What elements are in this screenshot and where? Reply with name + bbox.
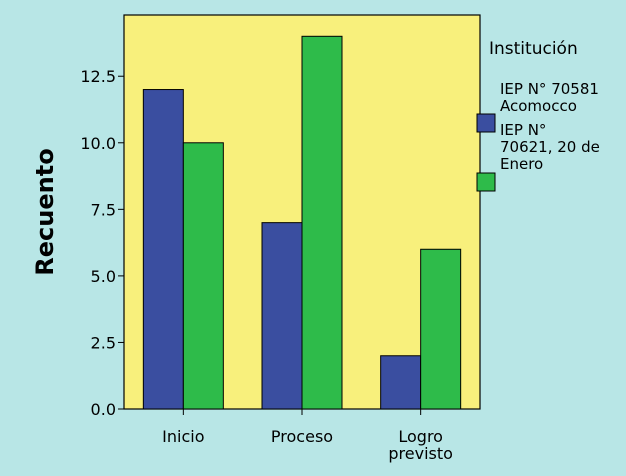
bar <box>380 355 422 410</box>
legend-entry-label: IEP N° 70621, 20 de Enero <box>500 121 600 173</box>
x-tick-label: Inicio <box>162 427 204 446</box>
legend: Institución IEP N° 70581 Acomocco IEP N° 70… <box>476 39 600 192</box>
x-axis: Inicio Proceso Logro previsto <box>162 409 453 463</box>
y-tick-label: 12.5 <box>80 67 116 86</box>
bar <box>261 222 303 410</box>
y-axis: 0.0 2.5 5.0 7.5 10.0 12.5 <box>80 67 124 419</box>
legend-entry-label: IEP N° 70581 Acomocco <box>500 80 599 115</box>
x-tick-label: Proceso <box>271 427 333 446</box>
y-axis-label: Recuento <box>31 148 59 275</box>
legend-title: Institución <box>489 39 578 59</box>
y-tick-label: 10.0 <box>80 134 116 153</box>
bar <box>301 35 343 410</box>
bars <box>142 35 462 410</box>
bar <box>182 142 224 410</box>
x-tick-label: Logro previsto <box>388 427 453 463</box>
legend-swatch <box>476 172 496 192</box>
y-tick-label: 2.5 <box>91 333 116 352</box>
y-tick-label: 7.5 <box>91 200 116 219</box>
y-tick-label: 5.0 <box>91 267 116 286</box>
legend-swatch <box>476 113 496 133</box>
bar <box>142 89 184 410</box>
y-tick-label: 0.0 <box>91 400 116 419</box>
bar <box>420 248 462 410</box>
